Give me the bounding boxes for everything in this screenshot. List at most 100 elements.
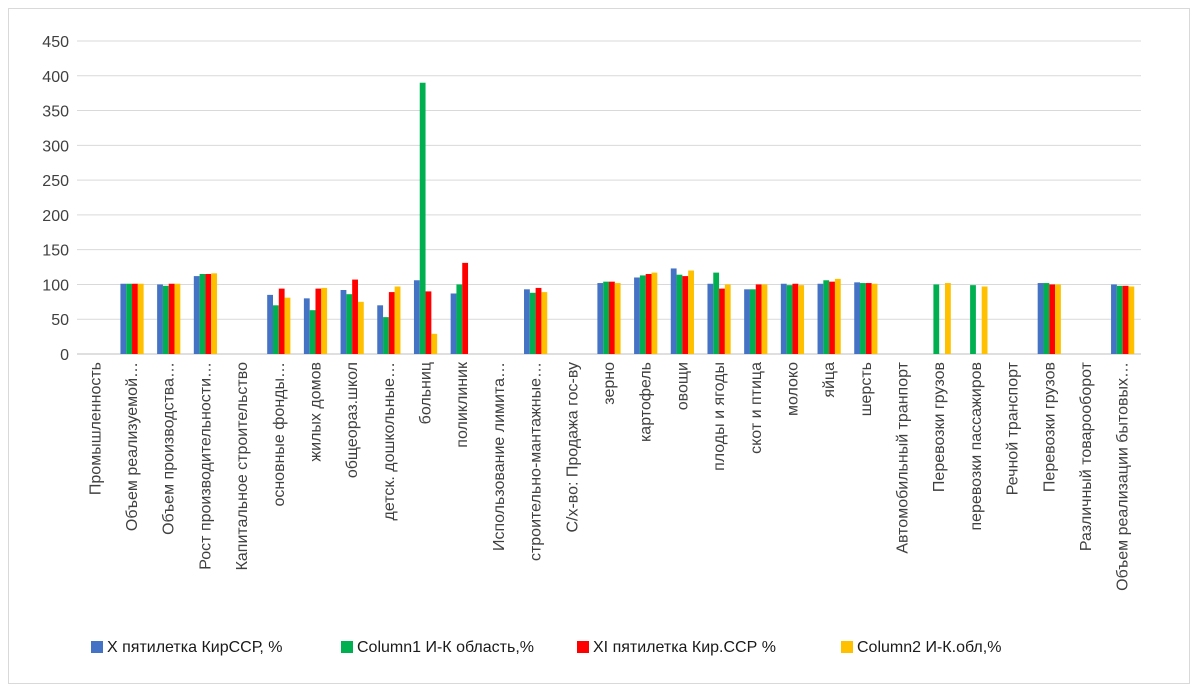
bar bbox=[377, 305, 384, 354]
bar bbox=[713, 272, 720, 354]
bar bbox=[199, 274, 206, 354]
bar bbox=[535, 287, 542, 354]
x-tick-label: Промышленность bbox=[87, 362, 104, 495]
bar-chart: 0 50 100 150 200 250 300 350 400 450 Промышленнос… bbox=[42, 34, 1141, 656]
bar bbox=[267, 294, 273, 354]
gridlines bbox=[77, 40, 1141, 355]
bar bbox=[823, 280, 830, 354]
bar bbox=[1122, 285, 1129, 354]
bar bbox=[614, 283, 621, 354]
y-tick-label: 250 bbox=[42, 173, 69, 190]
bar bbox=[724, 284, 731, 354]
x-tick-label: жилых домов bbox=[307, 362, 324, 462]
x-tick-label: молоко bbox=[784, 362, 801, 416]
bar bbox=[419, 82, 426, 354]
bar bbox=[524, 289, 530, 354]
y-tick-label: 450 bbox=[42, 34, 69, 51]
x-tick-label: Перевозки грузов bbox=[1041, 362, 1058, 492]
legend-label: Column1 И-К область,% bbox=[357, 639, 534, 656]
bar bbox=[529, 292, 536, 354]
legend-swatch bbox=[341, 641, 353, 653]
bar bbox=[162, 285, 169, 354]
x-tick-label: зерно bbox=[601, 362, 618, 405]
y-tick-label: 300 bbox=[42, 138, 69, 155]
legend-label: X пятилетка КирССР, % bbox=[107, 639, 282, 656]
bar bbox=[609, 281, 615, 354]
bar bbox=[970, 285, 976, 354]
bar bbox=[682, 276, 689, 354]
x-tick-label: яйца bbox=[821, 362, 838, 398]
x-tick-label: Различный товарооборот bbox=[1078, 361, 1095, 551]
y-tick-label: 200 bbox=[42, 208, 69, 225]
y-tick-label: 150 bbox=[42, 243, 69, 260]
x-tick-label: детск. дошкольные… bbox=[381, 362, 398, 520]
x-tick-label: больниц bbox=[418, 362, 435, 424]
bar bbox=[126, 283, 133, 354]
bar bbox=[174, 283, 181, 354]
bar bbox=[394, 286, 401, 354]
bar bbox=[120, 283, 127, 354]
legend-item: Column1 И-К область,% bbox=[341, 639, 534, 656]
bar bbox=[834, 278, 841, 354]
bar bbox=[688, 270, 694, 354]
bar bbox=[462, 262, 469, 354]
bar bbox=[272, 305, 279, 354]
x-tick-label: шерсть bbox=[858, 362, 875, 416]
bar bbox=[346, 294, 353, 354]
bar bbox=[137, 283, 144, 354]
bar bbox=[1116, 285, 1123, 354]
bar bbox=[383, 317, 389, 354]
bar bbox=[303, 298, 310, 354]
x-tick-label: Объем реализации бытовых… bbox=[1115, 362, 1132, 591]
bar bbox=[945, 283, 951, 354]
bar bbox=[193, 276, 200, 354]
legend-swatch bbox=[841, 641, 853, 653]
legend-item: X пятилетка КирССР, % bbox=[91, 639, 282, 656]
bar bbox=[780, 283, 787, 354]
legend-label: Column2 И-К.обл,% bbox=[857, 639, 1001, 656]
bar bbox=[357, 301, 364, 354]
bar bbox=[761, 284, 768, 354]
bar bbox=[707, 283, 714, 354]
x-tick-label: плоды и ягоды bbox=[711, 362, 728, 471]
bar bbox=[431, 333, 438, 354]
bars bbox=[120, 82, 1135, 354]
y-tick-label: 350 bbox=[42, 104, 69, 121]
legend-swatch bbox=[577, 641, 589, 653]
legend-label: XI пятилетка Кир.ССР % bbox=[593, 639, 776, 656]
x-tick-label: Объем реализуемой… bbox=[124, 362, 141, 531]
bar bbox=[798, 285, 805, 354]
bar bbox=[168, 283, 175, 354]
bar bbox=[132, 283, 138, 354]
x-tick-label: С/х-во: Продажа гос-ву bbox=[564, 362, 581, 533]
bar bbox=[321, 287, 328, 354]
bar bbox=[352, 279, 358, 354]
bar bbox=[413, 280, 420, 354]
bar bbox=[1111, 284, 1117, 354]
bar bbox=[981, 286, 988, 354]
bar bbox=[786, 285, 793, 354]
x-tick-label: перевозки пассажиров bbox=[968, 362, 985, 531]
x-tick-label: овощи bbox=[674, 362, 691, 410]
y-tick-label: 100 bbox=[42, 277, 69, 294]
bar bbox=[744, 289, 750, 354]
x-tick-label: Перевозки грузов bbox=[931, 362, 948, 492]
bar bbox=[450, 293, 457, 354]
bar bbox=[1037, 283, 1044, 354]
y-tick-label: 400 bbox=[42, 69, 69, 86]
bar bbox=[755, 284, 762, 354]
bar bbox=[792, 283, 799, 354]
legend-item: Column2 И-К.обл,% bbox=[841, 639, 1001, 656]
bar bbox=[651, 272, 658, 354]
bar bbox=[211, 273, 218, 354]
legend-swatch bbox=[91, 641, 103, 653]
bar bbox=[278, 288, 285, 354]
bar bbox=[284, 297, 291, 354]
bar bbox=[865, 283, 872, 354]
bar bbox=[1049, 284, 1056, 354]
x-tick-label: Использование лимита… bbox=[491, 362, 508, 551]
bar bbox=[860, 283, 866, 354]
bar bbox=[749, 289, 756, 354]
bar bbox=[871, 283, 878, 354]
x-tick-label: Автомобильный транпорт bbox=[895, 361, 912, 553]
